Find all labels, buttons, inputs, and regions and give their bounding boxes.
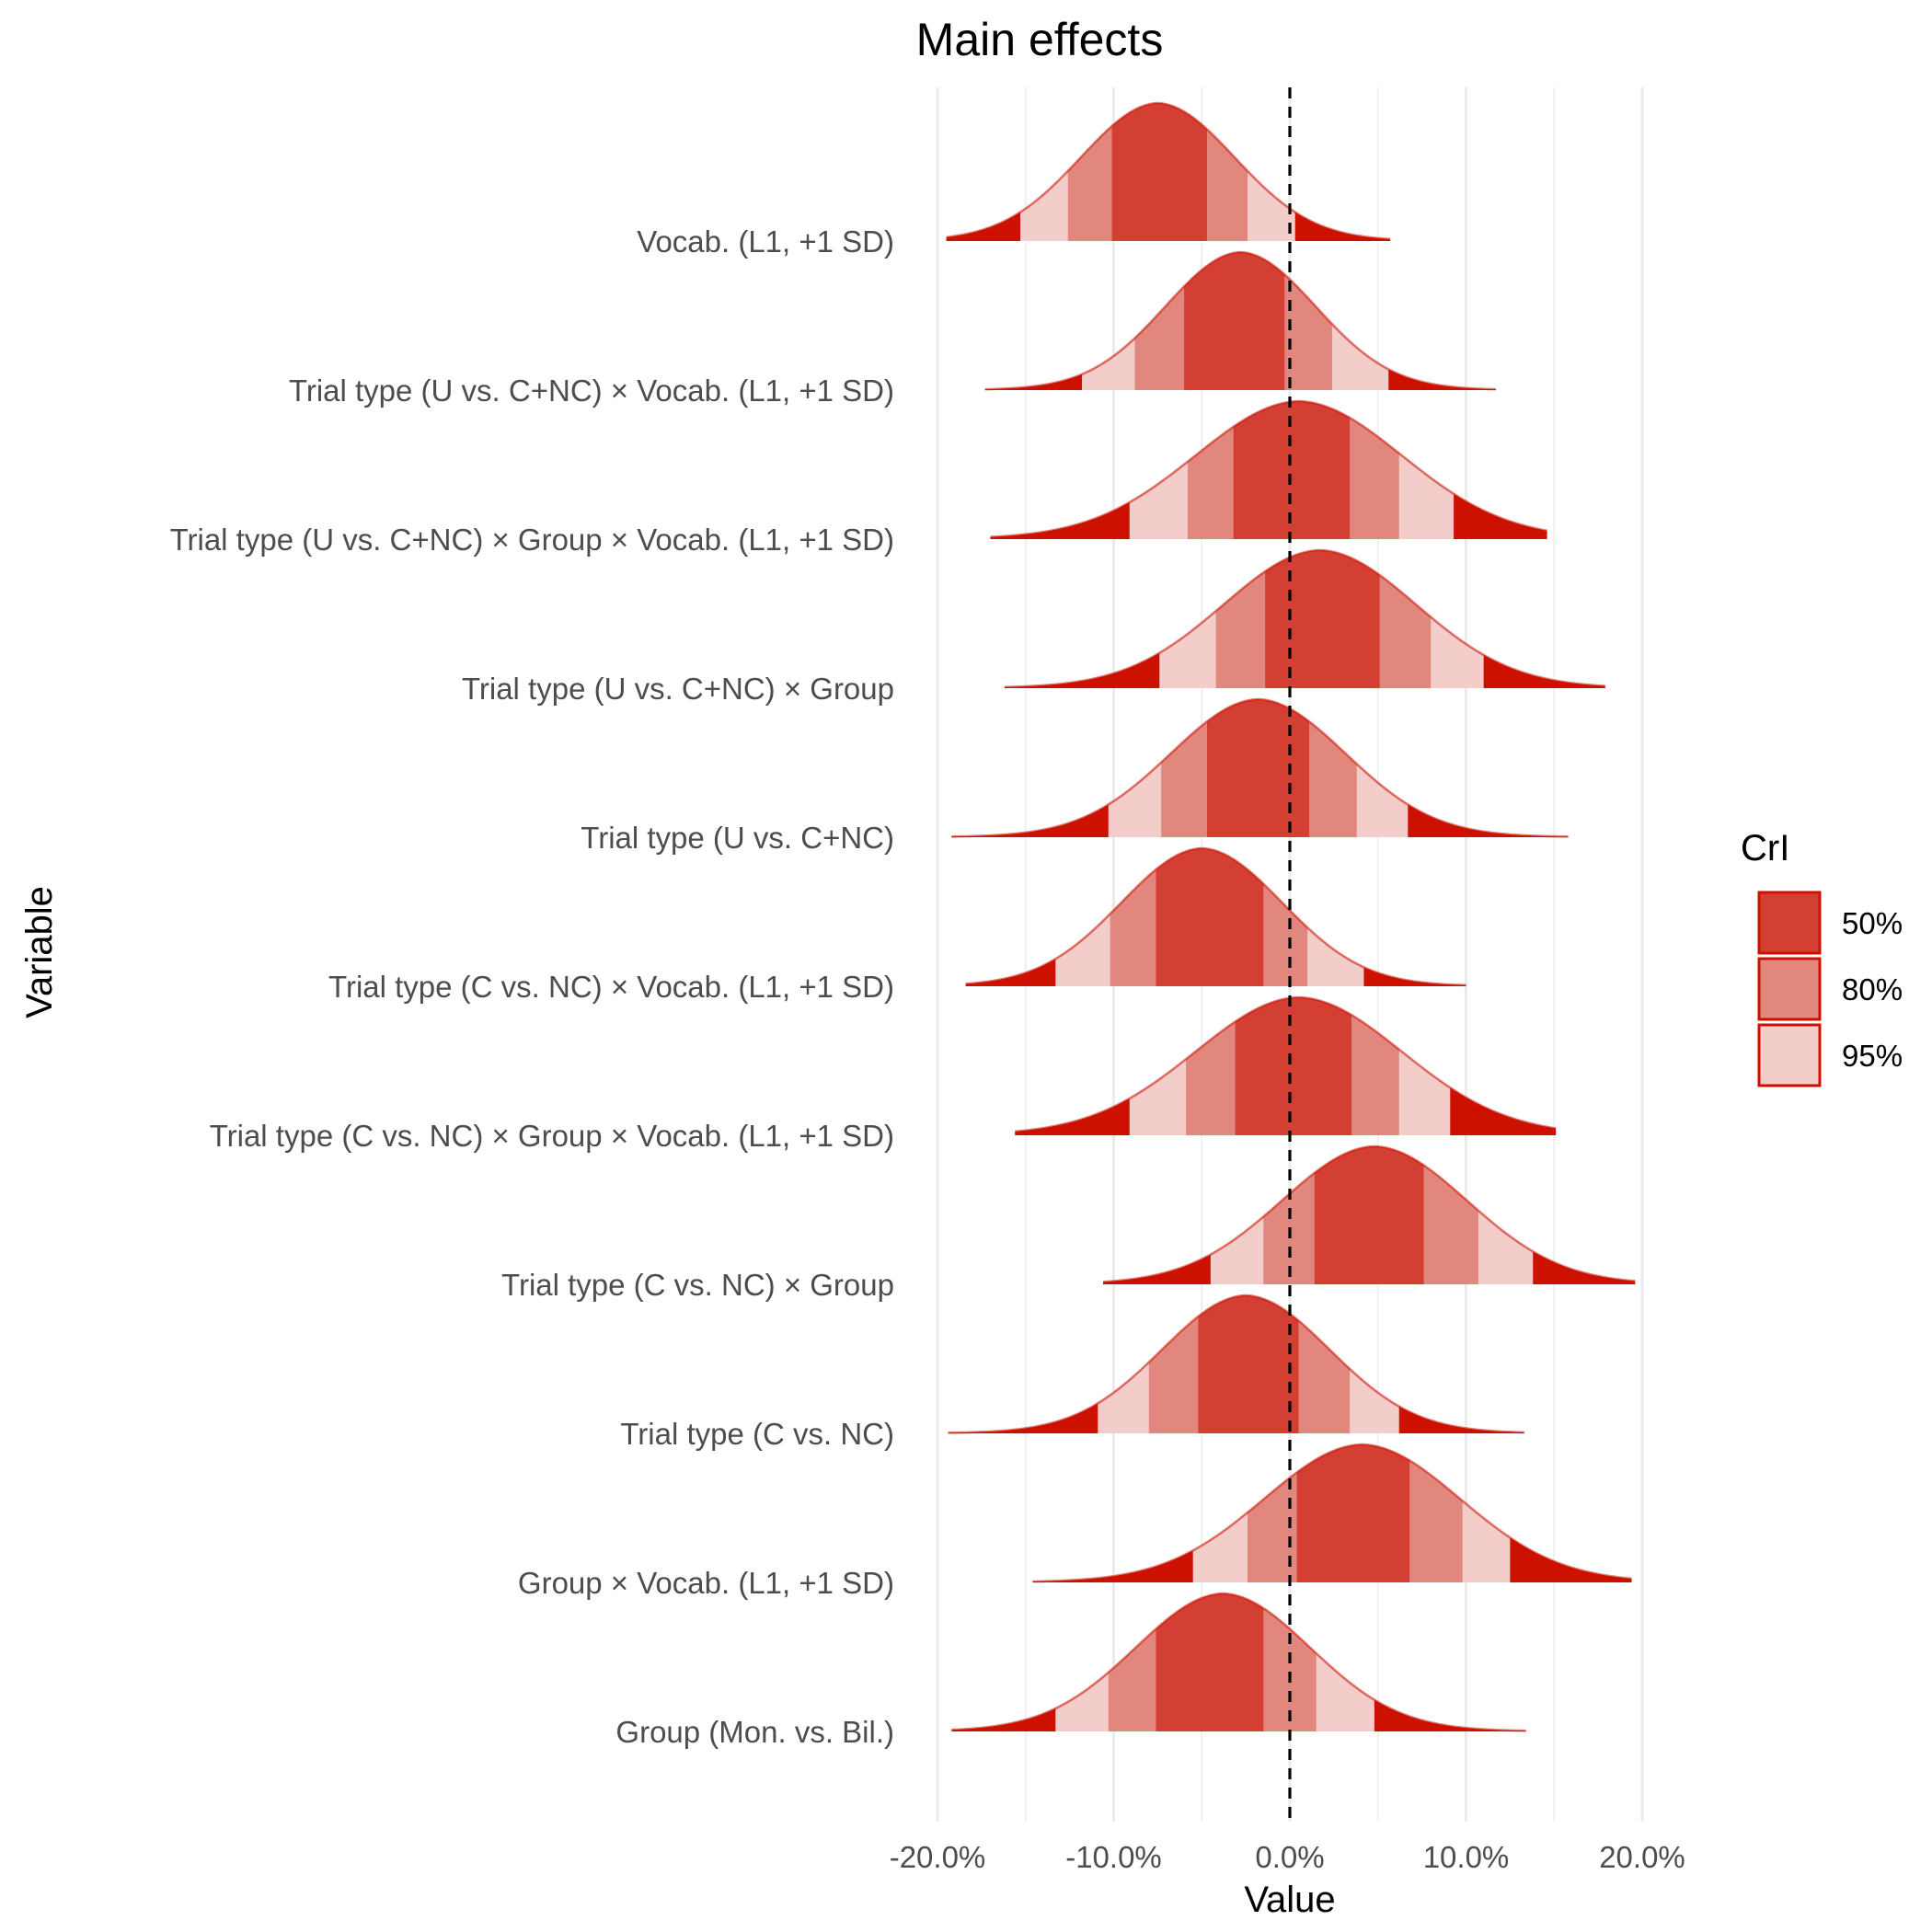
y-tick-label: Trial type (C vs. NC) × Group × Vocab. (… <box>210 1119 894 1153</box>
x-axis-title: Value <box>1244 1880 1335 1920</box>
density-outline <box>984 250 1497 391</box>
density-outline <box>1004 548 1605 689</box>
x-tick-label: -10.0% <box>1065 1840 1162 1874</box>
ci50-band <box>1111 103 1207 242</box>
y-tick-label: Trial type (U vs. C+NC) <box>581 821 894 855</box>
density-outline <box>946 101 1391 241</box>
legend-label: 95% <box>1842 1039 1903 1073</box>
y-tick-label: Trial type (C vs. NC) × Vocab. (L1, +1 S… <box>328 970 894 1004</box>
y-tick-label: Group (Mon. vs. Bil.) <box>615 1715 894 1749</box>
ci50-band <box>1206 698 1310 837</box>
density-outline <box>1102 1144 1636 1283</box>
ci50-band <box>1314 1145 1424 1284</box>
ridge-7 <box>1015 995 1557 1135</box>
legend-label: 50% <box>1842 906 1903 940</box>
legend-key-95 <box>1757 1023 1822 1087</box>
ci50-band <box>1296 1444 1410 1582</box>
density-outline <box>965 846 1466 987</box>
y-tick-label: Trial type (U vs. C+NC) × Group <box>462 672 894 706</box>
y-tick-label: Trial type (C vs. NC) <box>620 1417 894 1451</box>
y-tick-label: Trial type (U vs. C+NC) × Group × Vocab.… <box>170 523 894 557</box>
density-outline <box>948 1294 1524 1434</box>
ridge-densities <box>946 101 1636 1732</box>
legend-key-80 <box>1757 957 1822 1021</box>
y-tick-label: Vocab. (L1, +1 SD) <box>637 224 894 259</box>
legend-title: CrI <box>1741 828 1789 868</box>
density-outline <box>1032 1443 1632 1583</box>
ridge-8 <box>1102 1144 1636 1284</box>
legend: CrI 50% 80% 95% <box>1741 828 1903 1087</box>
ci50-band <box>1233 401 1351 539</box>
x-tick-label: 10.0% <box>1423 1840 1510 1874</box>
ridge-3 <box>990 399 1547 539</box>
density-outline <box>1015 995 1557 1133</box>
y-tick-labels: Vocab. (L1, +1 SD) Trial type (U vs. C+NC… <box>170 224 894 1749</box>
y-axis-title: Variable <box>19 886 60 1018</box>
density-outline <box>990 399 1547 538</box>
density-outline <box>951 1592 1526 1732</box>
legend-items: 50% 80% 95% <box>1757 891 1903 1087</box>
ci50-band <box>1198 1294 1299 1433</box>
legend-label: 80% <box>1842 972 1903 1006</box>
legend-key-50 <box>1757 891 1822 955</box>
ridge-10 <box>1032 1443 1632 1583</box>
ridge-6 <box>965 846 1466 987</box>
y-tick-label: Trial type (U vs. C+NC) × Vocab. (L1, +1… <box>289 374 894 408</box>
ridge-11 <box>951 1592 1526 1732</box>
ci50-band <box>1235 996 1352 1135</box>
y-tick-label: Trial type (C vs. NC) × Group <box>501 1268 894 1302</box>
density-outline <box>951 697 1569 838</box>
x-tick-labels: -20.0% -10.0% 0.0% 10.0% 20.0% <box>890 1840 1685 1874</box>
ci50-band <box>1156 847 1264 986</box>
x-tick-label: 20.0% <box>1599 1840 1685 1874</box>
ci50-band <box>1265 549 1380 688</box>
ridge-4 <box>1004 548 1605 689</box>
ci50-band <box>1184 252 1285 390</box>
ci50-band <box>1156 1593 1264 1731</box>
ridge-9 <box>948 1294 1524 1434</box>
chart-title: Main effects <box>916 14 1164 65</box>
y-tick-label: Group × Vocab. (L1, +1 SD) <box>518 1566 894 1600</box>
ridge-1 <box>946 101 1391 242</box>
x-tick-label: -20.0% <box>890 1840 986 1874</box>
x-tick-label: 0.0% <box>1255 1840 1324 1874</box>
ridge-2 <box>984 250 1497 391</box>
ridge-5 <box>951 697 1569 838</box>
